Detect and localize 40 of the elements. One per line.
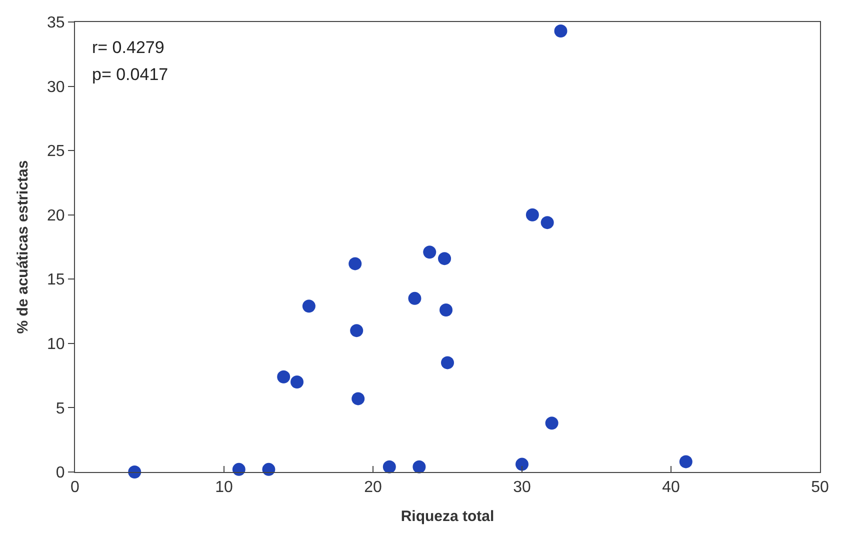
annotation: p= 0.0417 [92, 65, 168, 84]
x-tick-label: 10 [215, 479, 233, 496]
point [408, 292, 422, 305]
y-tick-label: 15 [47, 272, 65, 289]
y-axis-title: % de acuáticas estrictas [14, 160, 32, 334]
point [352, 392, 365, 406]
point [348, 257, 362, 270]
point [516, 458, 528, 471]
x-tick-label: 40 [662, 479, 680, 496]
x-axis-title: Riqueza total [400, 508, 494, 526]
point [423, 246, 436, 259]
point [540, 216, 554, 230]
point [128, 466, 142, 478]
y-tick-label: 10 [47, 336, 65, 354]
y-tick-label: 25 [47, 143, 65, 160]
point [526, 208, 539, 222]
y-tick-label: 5 [56, 400, 65, 418]
x-tick-label: 0 [70, 479, 80, 496]
point [545, 416, 558, 430]
y-tick-label: 0 [56, 464, 65, 482]
point [262, 462, 276, 476]
point [438, 252, 452, 266]
point [277, 370, 290, 384]
point [441, 356, 454, 370]
point [554, 24, 568, 38]
y-tick-label: 30 [47, 78, 65, 96]
point [302, 300, 316, 313]
x-tick-label: 30 [513, 479, 531, 496]
x-tick-label: 20 [364, 479, 382, 496]
point [290, 376, 304, 388]
annotation: r= 0.4279 [92, 38, 164, 57]
point [679, 455, 692, 468]
point [350, 324, 364, 338]
point [382, 460, 396, 474]
point [440, 304, 453, 316]
y-tick-label: 20 [47, 207, 65, 224]
point [412, 460, 426, 474]
y-tick-label: 35 [47, 14, 65, 32]
x-tick-label: 50 [811, 479, 829, 496]
point [232, 462, 246, 476]
